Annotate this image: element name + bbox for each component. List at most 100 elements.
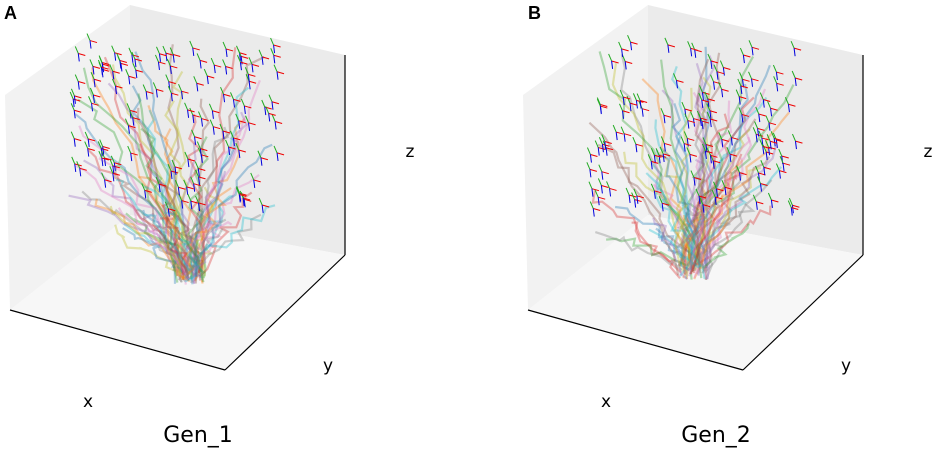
trajectory	[163, 128, 184, 275]
pose-axis	[698, 92, 703, 101]
pose-axis	[203, 68, 208, 77]
pose-axis	[759, 139, 764, 147]
pose-axis	[619, 103, 623, 111]
pose-axis	[701, 120, 704, 130]
pose-axis	[629, 102, 638, 106]
back-pane	[648, 5, 863, 255]
trajectory	[704, 136, 753, 268]
pose-axis	[722, 67, 725, 76]
back-pane	[130, 5, 345, 255]
pose-axis	[248, 81, 251, 90]
pose-axis	[127, 125, 130, 134]
pose-axis	[788, 198, 793, 206]
pose-axis	[598, 137, 603, 145]
trajectory	[684, 169, 707, 277]
trajectory	[122, 227, 191, 281]
pose-axis	[89, 87, 94, 96]
trajectory	[138, 175, 204, 283]
trajectory	[690, 170, 737, 275]
pose-axis	[650, 183, 655, 192]
pose-axis	[795, 77, 803, 81]
pose-axis	[78, 81, 86, 85]
pose-axis	[79, 168, 82, 177]
pose-axis	[729, 153, 738, 157]
pose-axis	[622, 110, 624, 119]
trajectories	[586, 34, 803, 281]
trajectory	[689, 113, 730, 274]
pose-axis	[778, 148, 783, 157]
pose-axis	[636, 93, 641, 101]
pose-axis	[213, 65, 216, 74]
pose-axis	[245, 115, 250, 123]
pose-axis	[713, 81, 716, 90]
pose-axis	[769, 141, 772, 150]
pose-axis	[602, 143, 610, 147]
pose-axis	[271, 101, 274, 110]
pose-axis	[240, 98, 245, 107]
trajectory	[670, 66, 694, 268]
trajectory	[623, 151, 705, 271]
pose-axis	[238, 120, 246, 124]
trajectory	[164, 100, 193, 275]
trajectory	[652, 217, 689, 280]
pose-axis	[273, 44, 276, 54]
pose-axis	[683, 143, 692, 147]
pose-axis	[774, 137, 782, 141]
pose-axis	[755, 106, 760, 115]
pose-axis	[662, 202, 670, 206]
trajectory	[177, 56, 265, 281]
trajectory	[648, 228, 706, 280]
pose-axis	[705, 143, 714, 147]
pose-axis	[198, 202, 206, 206]
pose-axis	[276, 71, 279, 80]
pose-axis	[693, 118, 701, 122]
pose-axis	[594, 190, 599, 198]
pose-axis	[134, 58, 137, 68]
pose-axis	[759, 92, 764, 100]
pose-axis	[738, 107, 743, 115]
pose-axis	[755, 134, 758, 143]
pose-axis	[248, 80, 257, 84]
pose-axis	[243, 199, 246, 208]
pose-axis	[739, 172, 742, 181]
trajectory	[686, 203, 748, 272]
trajectory	[682, 215, 698, 269]
pose-axis	[120, 63, 123, 72]
pose-axis	[709, 110, 718, 114]
trajectory	[691, 56, 755, 273]
pose-axis	[790, 40, 795, 49]
pose-axis	[691, 42, 696, 50]
pose-axis	[620, 126, 625, 134]
pose-axis	[784, 97, 789, 105]
pose-axis	[112, 165, 115, 174]
pose-axis	[702, 137, 707, 145]
pose-axis	[144, 190, 147, 199]
pose-axis	[752, 194, 757, 202]
pose-axis	[225, 139, 230, 148]
trajectory	[77, 98, 188, 281]
pose-axis	[98, 55, 103, 63]
pose-axis	[268, 112, 276, 116]
trajectory	[78, 125, 191, 272]
pose-axis	[177, 187, 180, 196]
pose-axis	[261, 56, 270, 60]
pose-axis	[74, 163, 77, 172]
pose-axis	[131, 54, 134, 63]
pose-axis	[791, 207, 799, 211]
pose-axis	[77, 81, 80, 90]
pose-axis	[701, 99, 704, 109]
pose-axis	[128, 75, 136, 79]
pose-axis	[200, 148, 208, 152]
pose-axis	[710, 118, 718, 122]
pose-axis	[694, 49, 697, 58]
pose-axis	[158, 184, 161, 193]
trajectory	[701, 146, 777, 266]
pose-axis	[212, 126, 215, 135]
pose-axis	[240, 55, 249, 59]
pose-axis	[169, 65, 172, 75]
pose-axis	[69, 91, 74, 100]
pose-axis	[609, 188, 612, 197]
pose-axis	[262, 204, 270, 208]
trajectory	[75, 164, 189, 280]
y-axis-line	[224, 254, 346, 371]
